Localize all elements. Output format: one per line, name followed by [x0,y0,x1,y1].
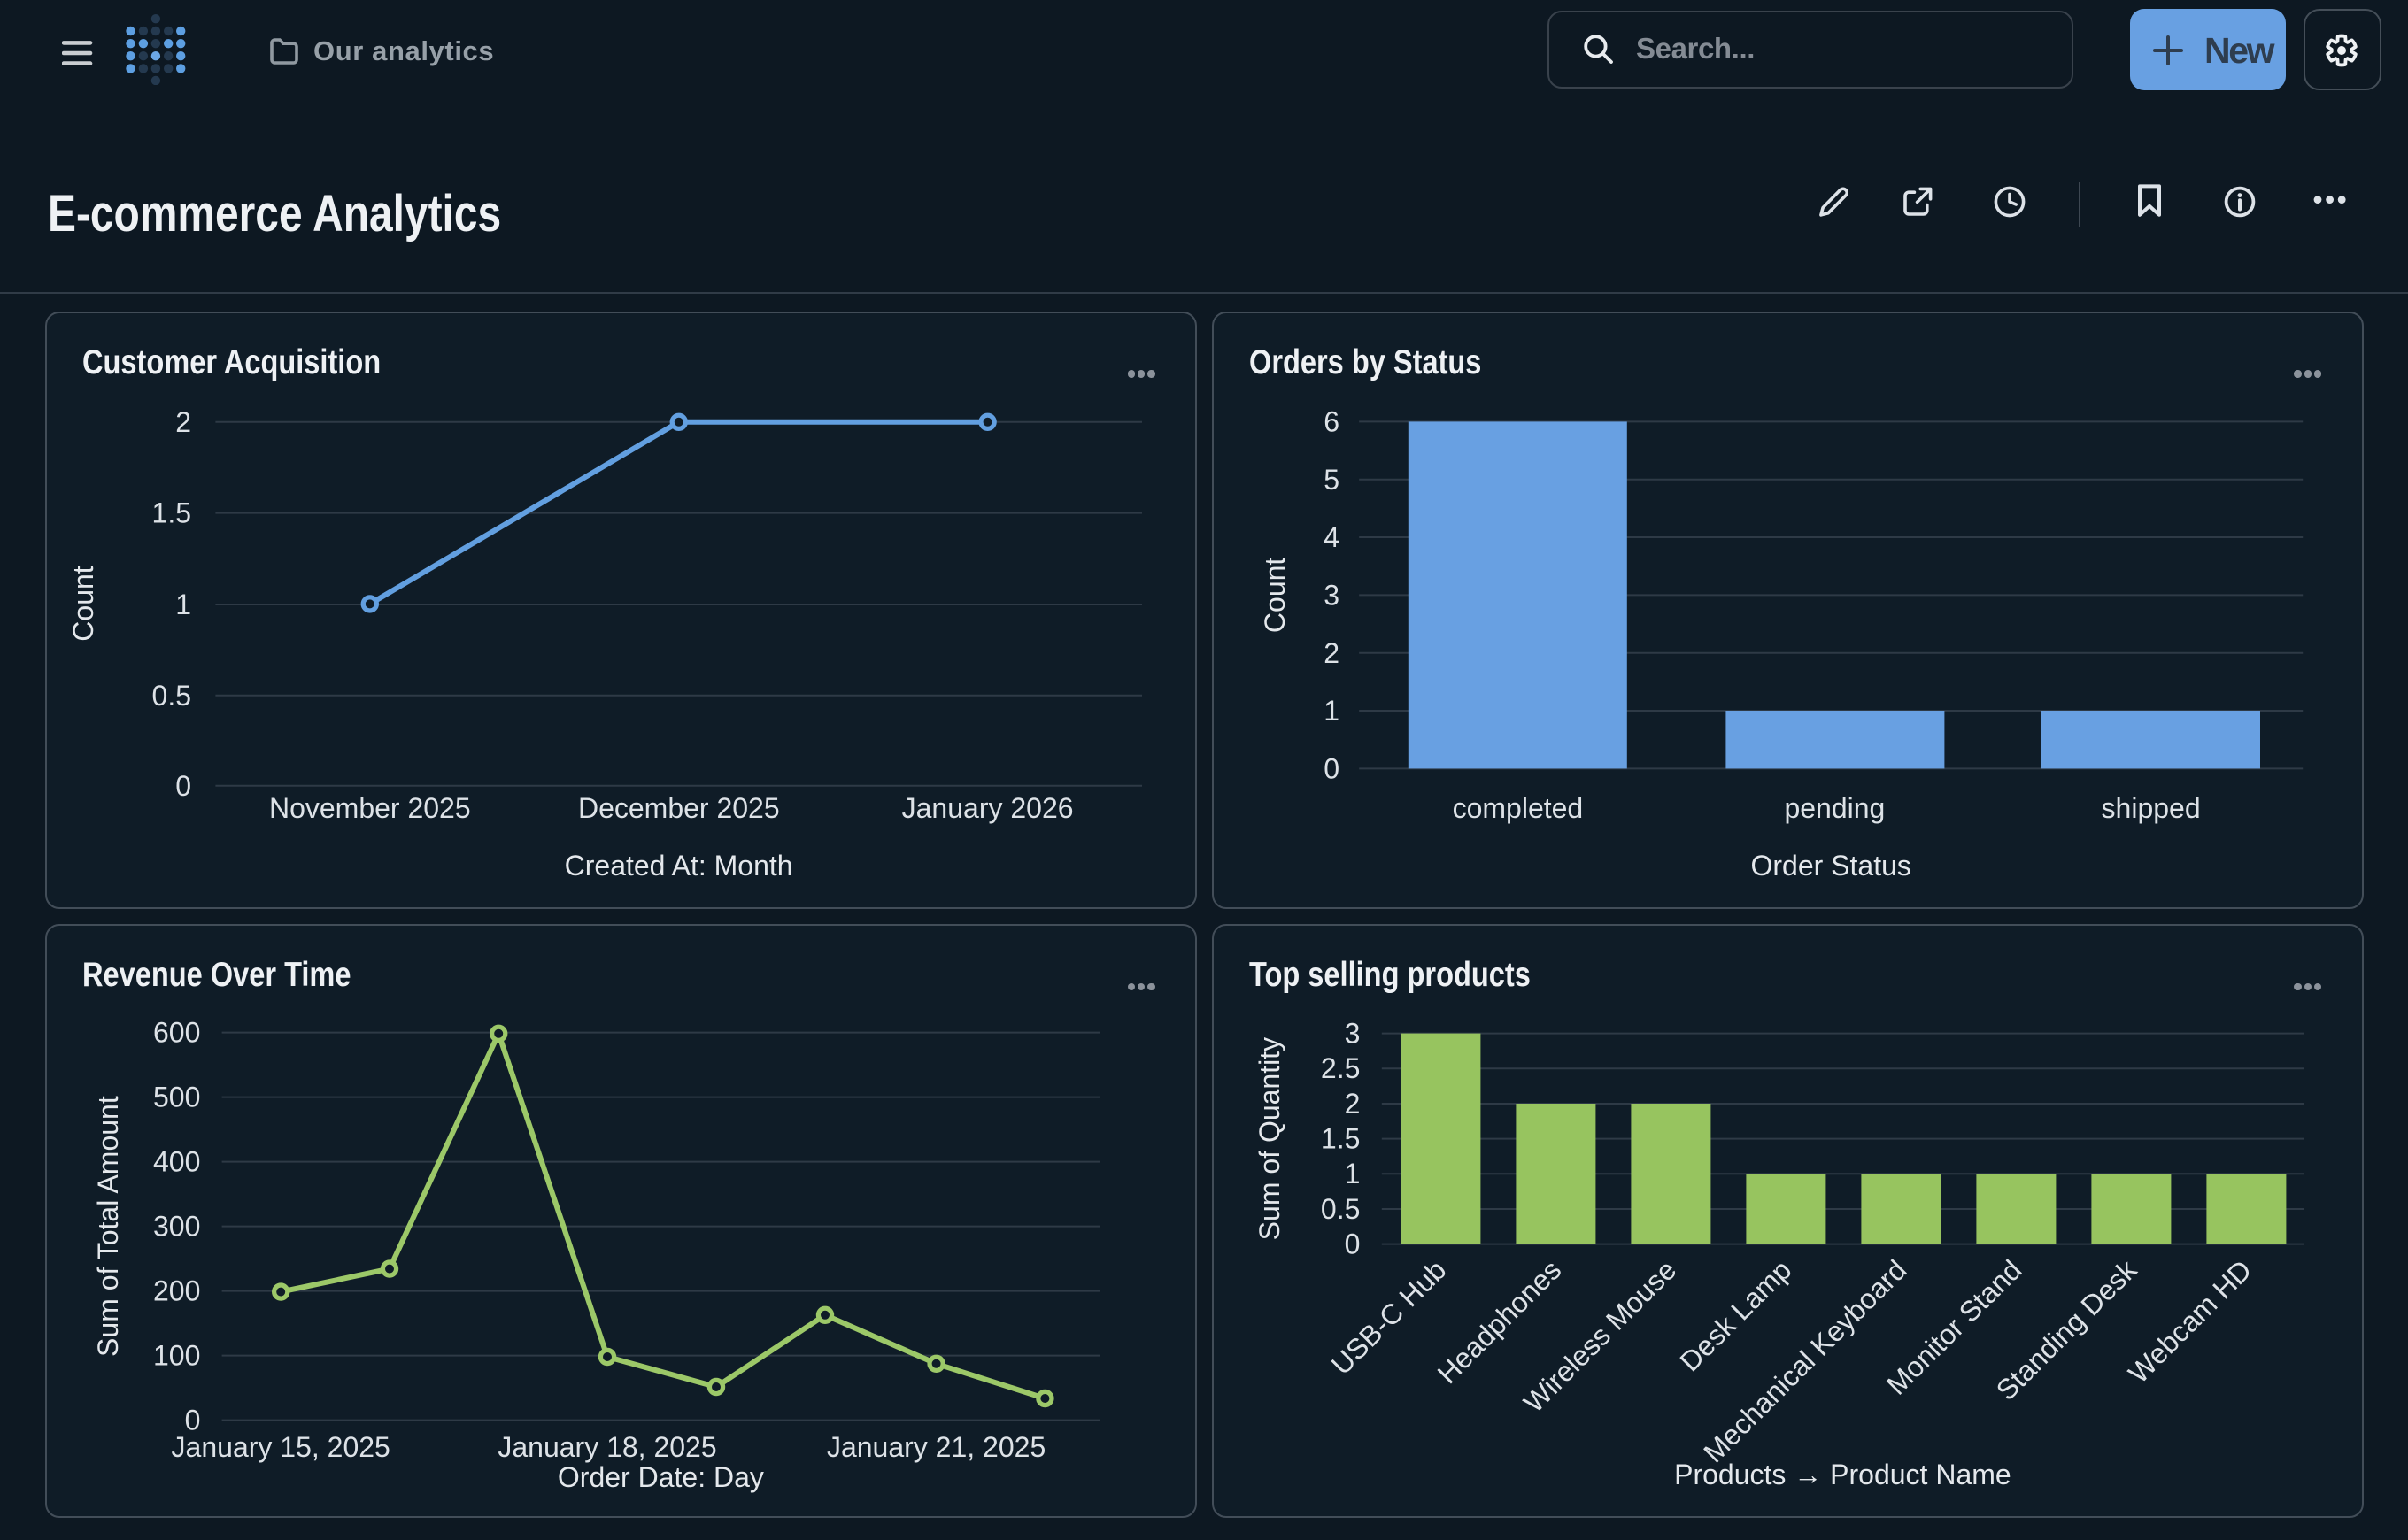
svg-text:January 21, 2025: January 21, 2025 [827,1431,1046,1463]
svg-text:January 18, 2025: January 18, 2025 [498,1431,716,1463]
svg-text:December 2025: December 2025 [578,792,780,824]
svg-text:Count: Count [67,566,99,642]
svg-text:2: 2 [175,406,191,438]
svg-text:Order Status: Order Status [1750,850,1910,882]
svg-text:0.5: 0.5 [152,680,191,712]
svg-text:4: 4 [1324,521,1339,553]
svg-text:Order Date: Day: Order Date: Day [558,1461,764,1493]
svg-text:pending: pending [1784,792,1885,824]
svg-text:200: 200 [153,1275,200,1307]
svg-text:shipped: shipped [2101,792,2200,824]
svg-text:January 2026: January 2026 [902,792,1074,824]
svg-text:Sum of Total Amount: Sum of Total Amount [92,1097,124,1358]
svg-text:Webcam HD: Webcam HD [2122,1254,2258,1390]
svg-text:0: 0 [1344,1228,1360,1260]
svg-text:1.5: 1.5 [152,497,191,529]
svg-text:0: 0 [1324,752,1339,784]
svg-text:January 15, 2025: January 15, 2025 [172,1431,390,1463]
svg-text:3: 3 [1344,1018,1360,1050]
svg-text:Products → Product Name: Products → Product Name [1674,1459,2011,1490]
svg-text:300: 300 [153,1211,200,1243]
svg-text:0.5: 0.5 [1321,1193,1360,1225]
svg-text:1: 1 [1324,695,1339,727]
svg-text:100: 100 [153,1340,200,1372]
svg-text:0: 0 [185,1405,201,1436]
svg-text:1: 1 [175,589,191,620]
svg-text:Count: Count [1259,558,1291,634]
svg-text:2: 2 [1324,637,1339,669]
svg-text:Created At: Month: Created At: Month [565,850,793,882]
svg-text:0: 0 [175,770,191,802]
svg-text:Mechanical Keyboard: Mechanical Keyboard [1697,1254,1912,1469]
svg-text:3: 3 [1324,579,1339,611]
svg-text:Sum of Quantity: Sum of Quantity [1254,1037,1285,1240]
svg-text:6: 6 [1324,405,1339,437]
svg-text:November 2025: November 2025 [269,792,471,824]
svg-text:2.5: 2.5 [1321,1053,1360,1085]
svg-text:completed: completed [1452,792,1583,824]
svg-text:Desk Lamp: Desk Lamp [1673,1254,1797,1378]
svg-text:USB-C Hub: USB-C Hub [1324,1254,1452,1382]
svg-text:500: 500 [153,1082,200,1113]
svg-text:600: 600 [153,1017,200,1049]
svg-text:5: 5 [1324,464,1339,496]
svg-text:400: 400 [153,1146,200,1178]
svg-text:2: 2 [1344,1088,1360,1120]
svg-text:1: 1 [1344,1159,1360,1190]
svg-text:1.5: 1.5 [1321,1123,1360,1155]
